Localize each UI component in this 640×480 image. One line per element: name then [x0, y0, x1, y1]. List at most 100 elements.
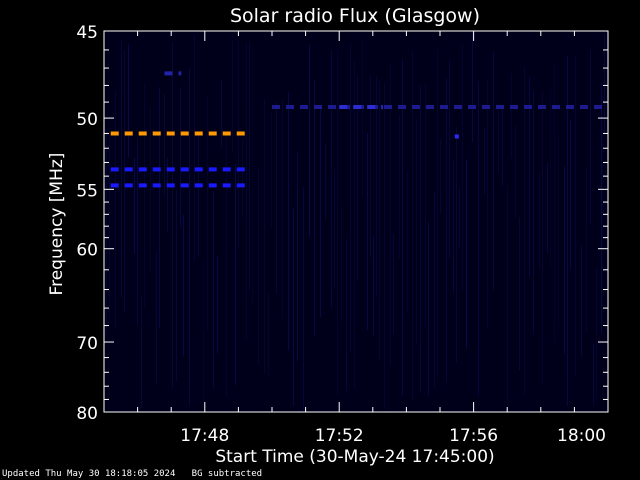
noise-stripe: [217, 255, 218, 354]
noise-stripe: [194, 34, 195, 262]
noise-stripe: [189, 67, 190, 407]
noise-stripe: [370, 75, 371, 258]
noise-stripe: [472, 31, 473, 142]
noise-stripe: [466, 159, 467, 349]
noise-stripe: [604, 34, 605, 135]
noise-stripe: [446, 78, 447, 383]
noise-stripe: [271, 111, 272, 228]
plot-background: [104, 31, 608, 412]
y-tick-label: 70: [76, 334, 98, 354]
noise-stripe: [570, 120, 571, 271]
noise-stripe: [258, 168, 259, 364]
noise-stripe: [124, 49, 125, 312]
noise-stripe: [144, 82, 145, 307]
noise-stripe: [425, 84, 426, 328]
noise-stripe: [558, 134, 559, 328]
noise-stripe: [564, 165, 565, 355]
noise-stripe: [493, 51, 494, 291]
y-tick-label: 50: [76, 110, 98, 130]
noise-stripe: [428, 222, 429, 396]
noise-stripe: [373, 237, 374, 336]
noise-stripe: [297, 151, 298, 361]
noise-stripe: [478, 80, 479, 396]
emission-features: [110, 71, 608, 188]
noise-stripe: [601, 82, 602, 333]
noise-stripe: [141, 297, 142, 409]
noise-stripe: [420, 85, 421, 394]
emission-spot: [454, 134, 459, 139]
noise-stripe: [379, 80, 380, 361]
updated-timestamp: Updated Thu May 30 18:18:05 2024: [2, 469, 176, 479]
noise-stripe: [282, 99, 283, 318]
x-tick-label: 18:00: [557, 426, 606, 446]
noise-stripe: [547, 162, 548, 254]
noise-stripe: [593, 343, 594, 406]
x-tick-label: 17:48: [180, 426, 229, 446]
noise-stripe: [121, 40, 122, 298]
noise-stripe: [357, 75, 358, 281]
noise-stripe: [590, 49, 591, 224]
noise-stripe: [238, 39, 239, 249]
noise-stripe: [264, 98, 265, 374]
noise-stripe: [180, 88, 181, 228]
noise-stripe: [376, 75, 377, 297]
noise-stripe: [354, 60, 355, 390]
chart-title: Solar radio Flux (Glasgow): [230, 5, 480, 27]
y-tick-label: 55: [76, 181, 98, 201]
x-tick-label: 17:56: [449, 426, 498, 446]
noise-stripe: [502, 109, 503, 187]
noise-stripe: [159, 87, 160, 329]
noise-stripe: [198, 131, 199, 257]
noise-stripe: [437, 49, 438, 377]
noise-stripe: [412, 50, 413, 400]
x-tick-label: 17:52: [315, 426, 364, 446]
noise-stripe: [434, 191, 435, 387]
noise-stripe: [533, 89, 534, 335]
noise-stripe: [554, 64, 555, 342]
noise-stripe: [246, 42, 247, 340]
noise-stripe: [416, 118, 417, 346]
noise-stripe: [203, 261, 204, 402]
noise-stripe: [331, 50, 332, 308]
noise-stripe: [134, 157, 135, 254]
noise-stripe: [334, 168, 335, 289]
noise-stripe: [172, 42, 173, 389]
noise-stripe: [226, 137, 227, 396]
noise-stripe: [109, 126, 110, 320]
noise-stripe: [542, 91, 543, 386]
noise-stripe: [252, 104, 253, 309]
y-tick-label: 60: [76, 241, 98, 261]
noise-stripe: [393, 234, 394, 335]
noise-stripe: [539, 174, 540, 267]
noise-stripe: [462, 44, 463, 291]
noise-stripe: [207, 95, 208, 331]
noise-stripe: [303, 186, 304, 411]
plot-frame: [103, 30, 609, 413]
noise-stripe: [156, 251, 157, 384]
noise-stripe: [128, 44, 129, 158]
noise-stripe: [399, 114, 400, 258]
noise-stripe: [449, 59, 450, 259]
x-axis-label: Start Time (30-May-24 17:45:00): [215, 447, 494, 467]
noise-stripe: [453, 160, 454, 294]
footer: Updated Thu May 30 18:18:05 2024 BG subt…: [2, 469, 262, 479]
noise-stripe: [581, 245, 582, 357]
noise-stripe: [320, 106, 321, 318]
y-tick-label: 80: [76, 404, 98, 424]
noise-stripe: [350, 43, 351, 353]
noise-stripe: [309, 45, 310, 238]
noise-stripe: [314, 80, 315, 336]
noise-stripe: [484, 128, 485, 195]
noise-stripe: [293, 208, 294, 406]
noise-stripe: [167, 157, 168, 232]
noise-stripe: [232, 41, 233, 152]
noise-stripe: [115, 90, 116, 328]
noise-stripe: [507, 184, 508, 403]
noise-stripe: [575, 56, 576, 377]
noise-stripe: [407, 170, 408, 314]
noise-stripe: [515, 125, 516, 220]
noise-stripe: [440, 138, 441, 214]
bg-subtracted-note: BG subtracted: [191, 469, 263, 479]
noise-stripe: [519, 216, 520, 371]
noise-stripe: [487, 79, 488, 330]
